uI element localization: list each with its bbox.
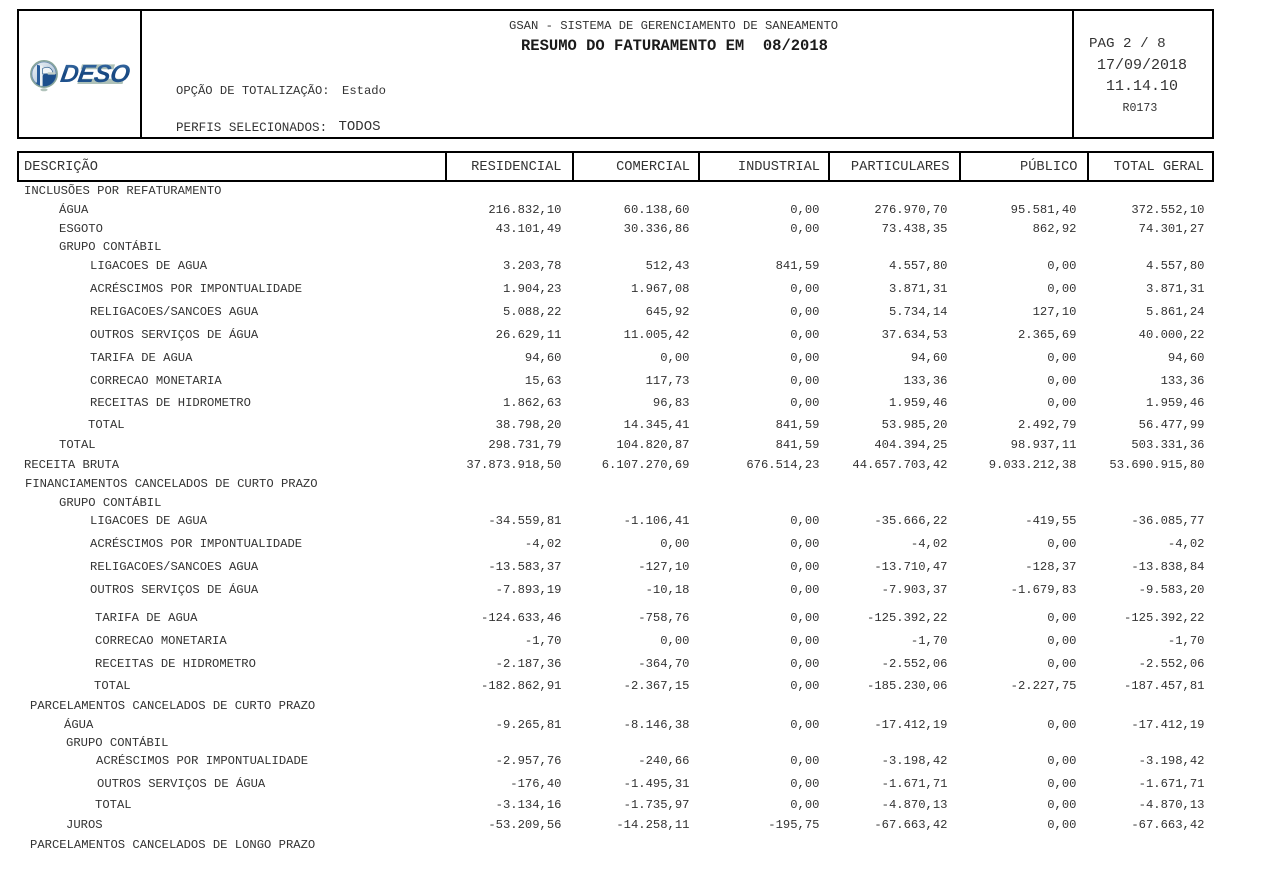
svg-text:DESO: DESO <box>59 60 133 88</box>
